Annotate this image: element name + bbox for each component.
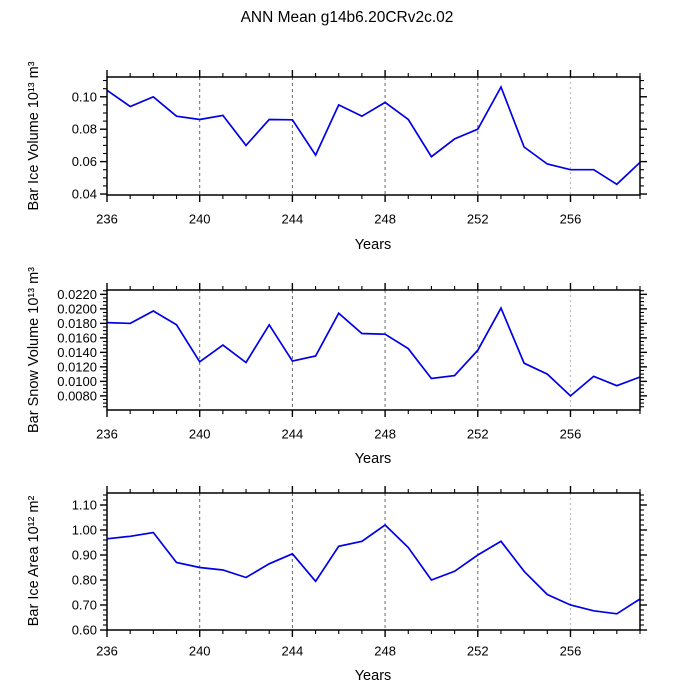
svg-text:256: 256 [560,427,582,442]
svg-text:0.0160: 0.0160 [57,330,97,345]
y-axis-label-ice-area: Bar Ice Area 10¹² m² [26,495,42,627]
x-gridlines [199,77,572,195]
y-axis-label-snow-volume: Bar Snow Volume 10¹³ m³ [26,266,42,434]
svg-text:236: 236 [96,427,118,442]
svg-text:1.10: 1.10 [72,498,97,513]
panel-bar-ice-volume: 0.04 0.06 0.08 0.10 236 240 244 248 252 256 [72,70,647,227]
svg-text:256: 256 [560,644,582,659]
ticks-and-labels: 0.00800.01000.01200.01400.01600.01800.02… [57,283,647,442]
x-gridlines [199,493,572,630]
svg-text:0.0200: 0.0200 [57,301,97,316]
svg-text:0.0120: 0.0120 [57,359,97,374]
svg-text:0.06: 0.06 [72,154,97,169]
svg-text:252: 252 [467,427,489,442]
svg-text:236: 236 [96,212,118,227]
svg-text:0.04: 0.04 [72,187,97,202]
svg-text:244: 244 [282,212,304,227]
svg-text:0.10: 0.10 [72,89,97,104]
svg-text:0.0100: 0.0100 [57,374,97,389]
svg-text:240: 240 [189,427,211,442]
svg-text:244: 244 [282,427,304,442]
svg-text:248: 248 [374,212,396,227]
svg-text:256: 256 [560,212,582,227]
svg-text:0.70: 0.70 [72,598,97,613]
svg-text:0.0140: 0.0140 [57,345,97,360]
data-line-bar-ice-volume [106,84,641,186]
ticks-and-labels: 0.60 0.70 0.80 0.90 1.00 1.10 236 240 244 248 252 2… [72,486,647,659]
svg-text:0.0180: 0.0180 [57,316,97,331]
data-line-bar-ice-area [106,523,641,615]
svg-text:0.80: 0.80 [72,573,97,588]
x-axis-label-panel-2: Years [354,451,392,467]
panel-bar-snow-volume: 0.00800.01000.01200.01400.01600.01800.02… [57,283,647,442]
svg-text:244: 244 [282,644,304,659]
axis-box [106,289,641,411]
svg-text:252: 252 [467,212,489,227]
x-gridlines [199,290,572,410]
svg-text:0.0080: 0.0080 [57,388,97,403]
panel-bar-ice-area: 0.60 0.70 0.80 0.90 1.00 1.10 236 240 244 248 252 2… [72,486,647,659]
svg-text:0.90: 0.90 [72,548,97,563]
svg-text:0.08: 0.08 [72,122,97,137]
svg-text:0.60: 0.60 [72,623,97,638]
svg-text:240: 240 [189,644,211,659]
data-line-bar-snow-volume [106,306,641,398]
svg-text:240: 240 [189,212,211,227]
svg-text:252: 252 [467,644,489,659]
svg-text:0.0220: 0.0220 [57,287,97,302]
svg-text:248: 248 [374,644,396,659]
chart-title: ANN Mean g14b6.20CRv2c.02 [240,9,454,26]
y-axis-label-ice-volume: Bar Ice Volume 10¹³ m³ [26,61,42,211]
axis-box [106,492,641,631]
svg-text:1.00: 1.00 [72,523,97,538]
ticks-and-labels: 0.04 0.06 0.08 0.10 236 240 244 248 252 256 [72,70,647,227]
svg-text:248: 248 [374,427,396,442]
x-axis-label-panel-3: Years [354,668,392,684]
x-axis-label-panel-1: Years [354,237,392,253]
svg-text:236: 236 [96,644,118,659]
axis-box [106,76,641,196]
